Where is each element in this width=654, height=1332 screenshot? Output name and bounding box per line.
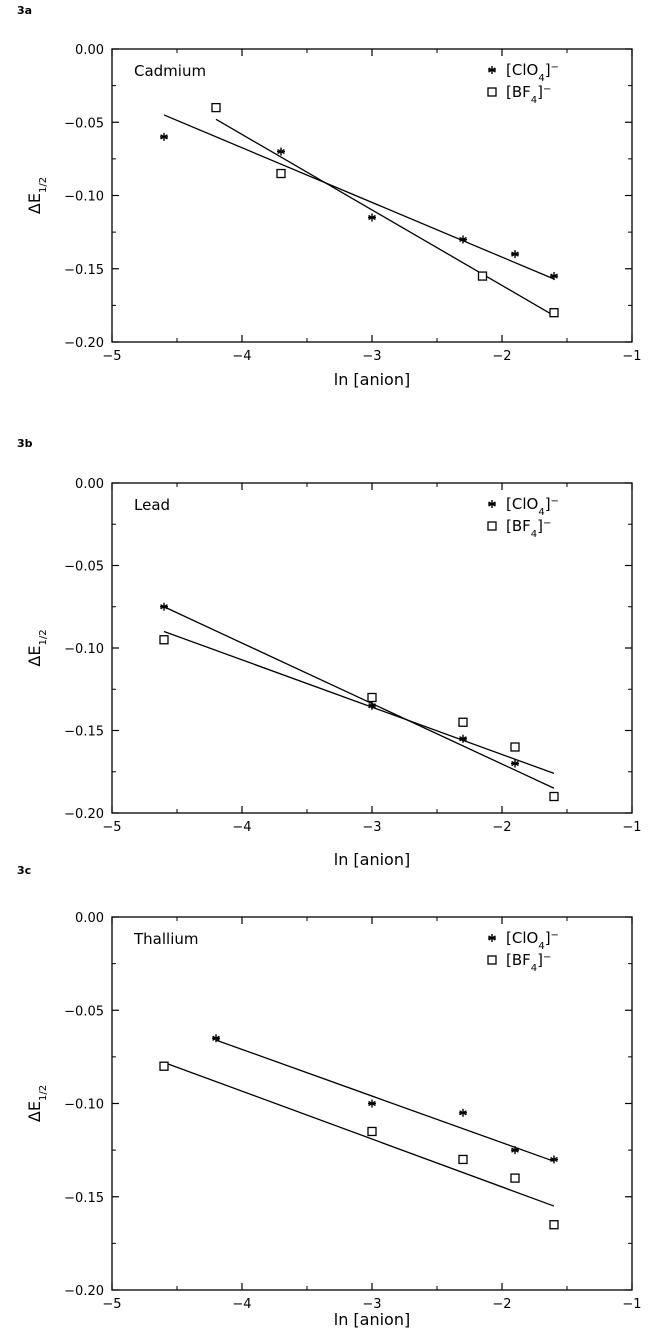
y-tick-label: −0.10: [64, 642, 104, 657]
x-tick-label: −2: [492, 349, 511, 364]
x-tick-label: −4: [232, 820, 251, 835]
metal-label: Cadmium: [134, 62, 206, 80]
fit-line: [215, 118, 555, 317]
data-point-square: [458, 1154, 468, 1165]
chart-panel-3b: 3b −5 −4 −3 −2 −1 0.00 −0.05 −0.10 −0.15 −0.20 ln […: [17, 437, 642, 869]
y-tick-label: −0.15: [64, 263, 104, 278]
legend-entry: [BF4]−: [506, 83, 551, 106]
data-point-asterisk: [368, 213, 376, 222]
data-point-asterisk: [368, 1099, 376, 1108]
y-tick-label: 0.00: [75, 911, 104, 926]
x-tick-label: −3: [362, 349, 381, 364]
data-point-square: [276, 168, 286, 179]
data-point-square: [367, 692, 377, 703]
y-tick-label: −0.20: [64, 807, 104, 822]
y-tick-label: −0.10: [64, 190, 104, 205]
data-point-asterisk: [277, 147, 285, 156]
data-point-square: [367, 1126, 377, 1137]
x-tick-label: −1: [622, 1297, 641, 1312]
data-point-asterisk: [511, 250, 519, 259]
data-point-asterisk: [550, 1155, 558, 1164]
fit-line: [163, 114, 555, 280]
chart-panel-3c: 3c −5 −4 −3 −2 −1 0.00 −0.05 −0.10 −0.15 −0.20 ln […: [17, 864, 642, 1329]
x-tick-label: −5: [102, 349, 121, 364]
x-tick-label: −5: [102, 1297, 121, 1312]
y-tick-label: −0.20: [64, 336, 104, 351]
data-point-asterisk: [368, 701, 376, 710]
legend-marker-square: [487, 521, 497, 531]
legend-marker-asterisk: [488, 934, 496, 942]
data-point-square: [458, 717, 468, 727]
y-tick-label: 0.00: [75, 477, 104, 492]
x-axis-label: ln [anion]: [334, 370, 410, 389]
y-tick-label: −0.15: [64, 1191, 104, 1206]
data-point-square: [549, 791, 559, 802]
x-axis-label: ln [anion]: [334, 1310, 410, 1329]
x-tick-label: −5: [102, 820, 121, 835]
data-point-square: [549, 1220, 559, 1230]
panel-label: 3a: [17, 4, 32, 17]
x-tick-label: −4: [232, 349, 251, 364]
chart-panel-3a: 3a −5 −4 −3 −2 −1 0.00 −0.05 −0.10 −0.15 −0.20 ln […: [17, 4, 642, 389]
legend-marker-square: [487, 955, 497, 965]
data-point-square: [159, 1061, 169, 1071]
data-point-asterisk: [459, 1108, 467, 1117]
metal-label: Lead: [134, 496, 170, 514]
data-point-asterisk: [511, 1146, 519, 1155]
x-axis-label: ln [anion]: [334, 850, 410, 869]
x-tick-label: −3: [362, 1297, 381, 1312]
data-point-square: [510, 742, 520, 752]
y-tick-label: −0.05: [64, 560, 104, 575]
legend-marker-square: [487, 87, 497, 97]
data-point-asterisk: [550, 272, 558, 281]
y-axis-label: ΔE1/2: [25, 1085, 49, 1122]
data-point-asterisk: [160, 132, 168, 141]
data-point-square: [549, 308, 559, 318]
data-point-asterisk: [160, 602, 168, 611]
y-axis-label: ΔE1/2: [25, 629, 49, 666]
plot-frame: [111, 482, 633, 814]
y-tick-label: 0.00: [75, 43, 104, 58]
data-point-square: [510, 1173, 520, 1183]
panel-label: 3c: [17, 864, 31, 877]
data-point-square: [159, 635, 169, 645]
data-point-square: [477, 271, 488, 281]
x-tick-label: −1: [622, 820, 641, 835]
x-tick-label: −1: [622, 349, 641, 364]
metal-label: Thallium: [133, 930, 198, 948]
fit-line: [215, 1039, 555, 1162]
plot-frame: [111, 48, 633, 343]
y-tick-label: −0.20: [64, 1284, 104, 1299]
data-point-square: [211, 102, 221, 113]
legend-marker-asterisk: [488, 500, 496, 508]
data-point-asterisk: [212, 1034, 220, 1043]
y-tick-label: −0.05: [64, 1004, 104, 1019]
fit-line: [163, 630, 555, 775]
legend-entry: [ClO4]−: [506, 61, 559, 84]
y-tick-label: −0.05: [64, 116, 104, 131]
legend-entry: [ClO4]−: [506, 495, 559, 518]
fit-line: [163, 606, 555, 789]
panel-label: 3b: [17, 437, 33, 450]
legend-entry: [BF4]−: [506, 517, 551, 540]
x-tick-label: −3: [362, 820, 381, 835]
legend-entry: [ClO4]−: [506, 929, 559, 952]
legend-entry: [BF4]−: [506, 951, 551, 974]
x-tick-label: −4: [232, 1297, 251, 1312]
x-tick-label: −2: [492, 1297, 511, 1312]
x-tick-label: −2: [492, 820, 511, 835]
legend-marker-asterisk: [488, 66, 496, 74]
fit-line: [163, 1061, 555, 1207]
y-axis-label: ΔE1/2: [25, 177, 49, 214]
y-tick-label: −0.10: [64, 1098, 104, 1113]
y-tick-label: −0.15: [64, 725, 104, 740]
data-point-asterisk: [511, 759, 519, 768]
data-point-asterisk: [459, 235, 467, 244]
